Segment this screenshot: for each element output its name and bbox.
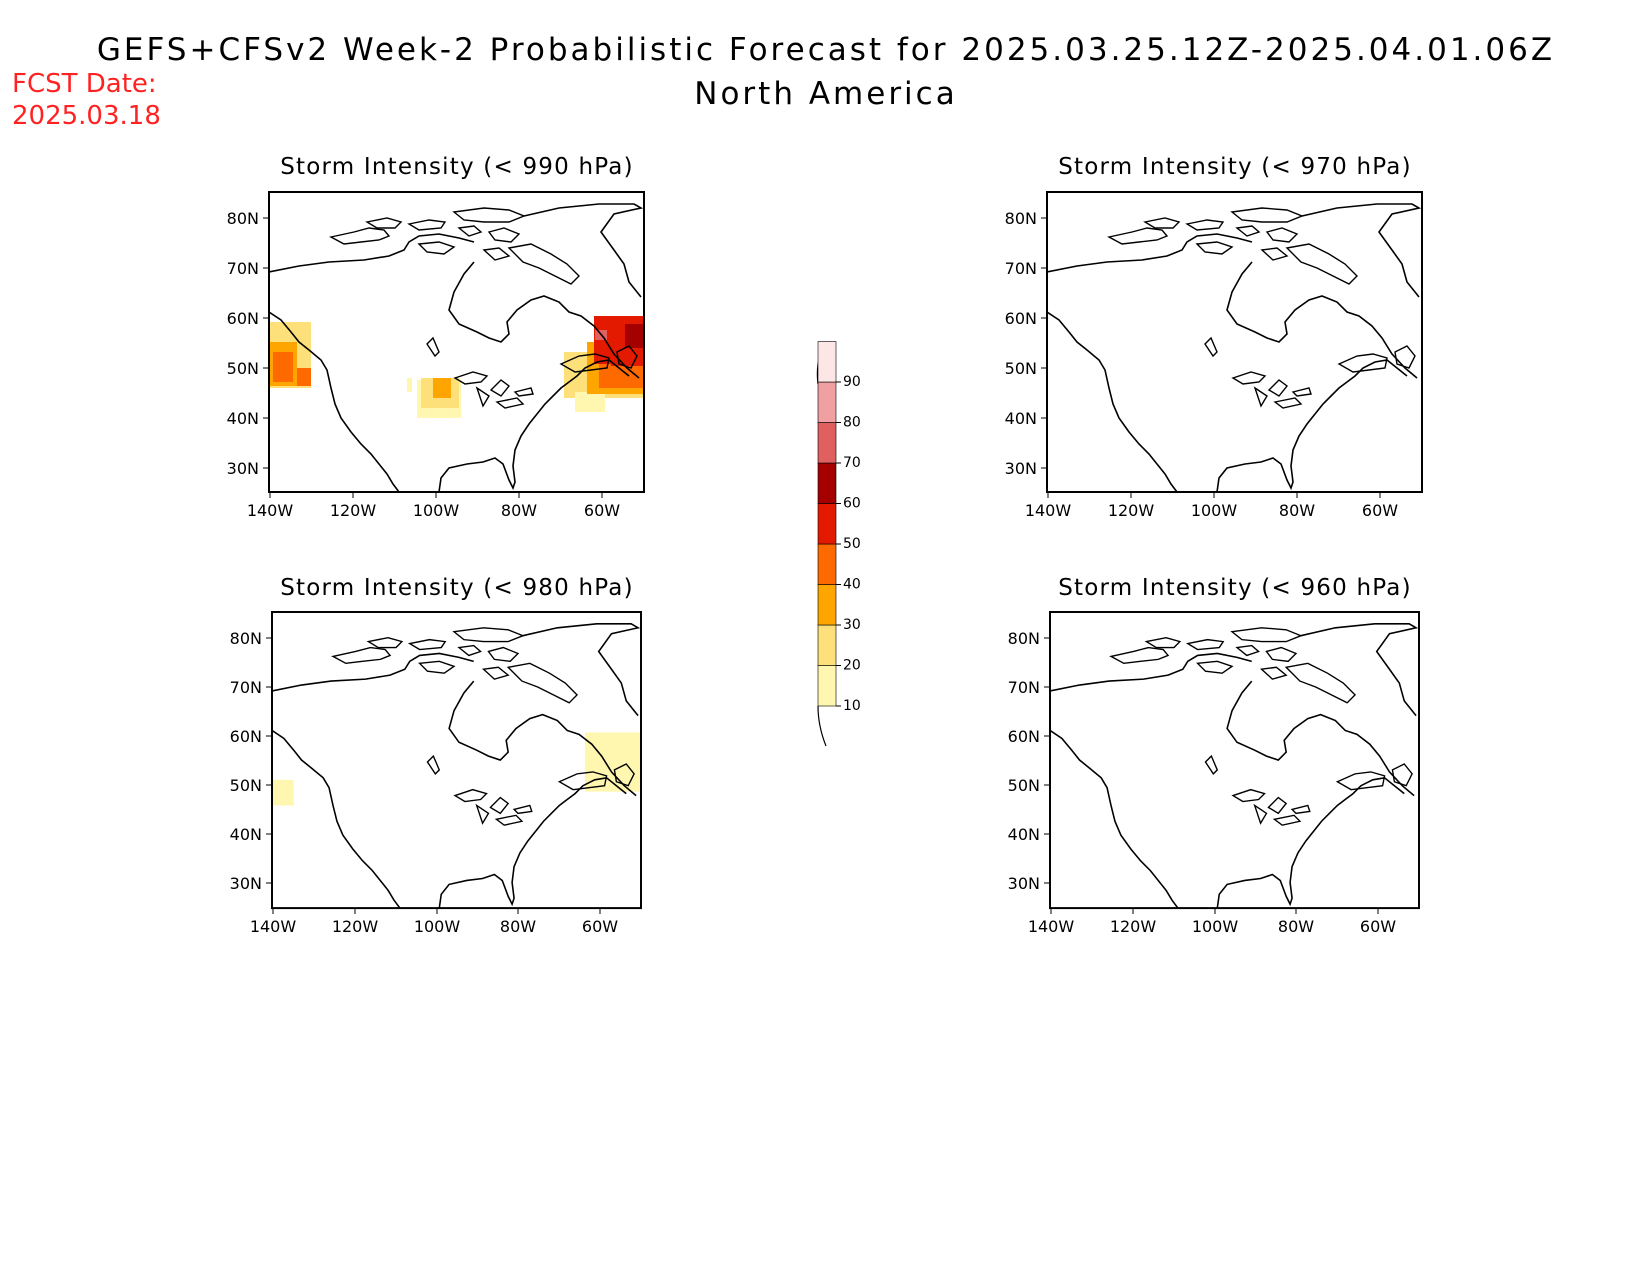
lat-tick: 60N (230, 727, 262, 746)
lat-tick: 40N (227, 409, 259, 428)
lon-ticks-980: 140W 120W 100W 80W 60W (250, 908, 618, 936)
colorbar-label: 70 (843, 455, 861, 471)
map-970 (1046, 191, 1423, 493)
lat-tick: 30N (227, 459, 259, 478)
lon-tick: 120W (330, 501, 377, 520)
lat-tick: 30N (1008, 874, 1040, 893)
lon-tick: 80W (500, 917, 536, 936)
lat-tick: 80N (1005, 209, 1037, 228)
lon-tick: 140W (1028, 917, 1075, 936)
lon-tick: 140W (247, 501, 294, 520)
lat-tick: 50N (1008, 776, 1040, 795)
figure-title: GEFS+CFSv2 Week-2 Probabilistic Forecast… (97, 32, 1555, 68)
lon-tick: 60W (1362, 501, 1398, 520)
lon-tick: 100W (413, 501, 460, 520)
map-960 (1049, 611, 1420, 910)
panel-960: Storm Intensity (< 960 hPa) 80N 70N 60N … (1008, 575, 1420, 936)
colorbar-label: 40 (843, 577, 861, 593)
lat-tick: 60N (227, 309, 259, 328)
probability-shading-980 (272, 732, 641, 806)
colorbar-swatch (817, 665, 837, 707)
colorbar-swatch (817, 341, 837, 383)
panel-980: Storm Intensity (< 980 hPa) 80N 70N 60N … (230, 575, 642, 936)
panel-title-970: Storm Intensity (< 970 hPa) (1058, 154, 1412, 180)
colorbar-label: 20 (843, 658, 861, 674)
colorbar-label: 30 (843, 617, 861, 633)
lat-tick: 70N (227, 259, 259, 278)
lat-tick: 70N (1008, 678, 1040, 697)
colorbar: 10 20 30 40 50 60 70 80 90 (816, 341, 861, 747)
panel-title-960: Storm Intensity (< 960 hPa) (1058, 575, 1412, 601)
lon-tick: 80W (1278, 917, 1314, 936)
lon-tick: 80W (501, 501, 537, 520)
lat-tick: 60N (1005, 309, 1037, 328)
colorbar-label: 80 (843, 415, 861, 431)
colorbar-swatch (817, 462, 837, 504)
lat-tick: 40N (1005, 409, 1037, 428)
lon-tick: 60W (584, 501, 620, 520)
lon-tick: 60W (582, 917, 618, 936)
map-frame-980 (271, 611, 642, 910)
lat-ticks-990: 80N 70N 60N 50N 40N 30N (227, 209, 269, 478)
fcst-date: 2025.03.18 (12, 101, 161, 131)
map-frame-960 (1049, 611, 1420, 910)
map-frame-990 (268, 191, 645, 493)
map-990 (268, 191, 645, 493)
lon-tick: 100W (1192, 917, 1239, 936)
lon-tick: 140W (250, 917, 297, 936)
colorbar-label: 10 (843, 698, 861, 714)
lat-ticks-980: 80N 70N 60N 50N 40N 30N (230, 629, 272, 893)
lon-tick: 100W (1191, 501, 1238, 520)
panel-title-990: Storm Intensity (< 990 hPa) (280, 154, 634, 180)
colorbar-swatch (817, 624, 837, 666)
colorbar-label: 60 (843, 496, 861, 512)
lat-tick: 40N (1008, 825, 1040, 844)
lon-tick: 120W (332, 917, 379, 936)
lon-tick: 80W (1279, 501, 1315, 520)
lon-tick: 120W (1110, 917, 1157, 936)
lat-ticks-960: 80N 70N 60N 50N 40N 30N (1008, 629, 1050, 893)
lat-tick: 70N (1005, 259, 1037, 278)
figure-subtitle: North America (694, 76, 957, 112)
lat-tick: 70N (230, 678, 262, 697)
lat-ticks-970: 80N 70N 60N 50N 40N 30N (1005, 209, 1047, 478)
lon-ticks-990: 140W 120W 100W 80W 60W (247, 492, 620, 520)
colorbar-label: 50 (843, 536, 861, 552)
lat-tick: 80N (230, 629, 262, 648)
lon-tick: 140W (1025, 501, 1072, 520)
panel-990: Storm Intensity (< 990 hPa) (227, 154, 645, 520)
lat-tick: 80N (1008, 629, 1040, 648)
panel-title-980: Storm Intensity (< 980 hPa) (280, 575, 634, 601)
lat-tick: 30N (1005, 459, 1037, 478)
lat-tick: 60N (1008, 727, 1040, 746)
lat-tick: 80N (227, 209, 259, 228)
lon-tick: 120W (1108, 501, 1155, 520)
lon-tick: 100W (414, 917, 461, 936)
map-frame-970 (1046, 191, 1423, 493)
lat-tick: 50N (230, 776, 262, 795)
lon-tick: 60W (1360, 917, 1396, 936)
colorbar-label: 90 (843, 374, 861, 390)
lat-tick: 50N (1005, 359, 1037, 378)
colorbar-swatch (817, 381, 837, 423)
fcst-label: FCST Date: (12, 69, 157, 99)
panel-970: Storm Intensity (< 970 hPa) 80N 70N 60N … (1005, 154, 1423, 520)
colorbar-swatch (817, 543, 837, 585)
lat-tick: 50N (227, 359, 259, 378)
colorbar-swatch (817, 422, 837, 464)
map-980 (271, 611, 642, 910)
lat-tick: 40N (230, 825, 262, 844)
colorbar-bottom-cap (817, 705, 827, 747)
colorbar-swatch (817, 584, 837, 626)
lon-ticks-970: 140W 120W 100W 80W 60W (1025, 492, 1398, 520)
lon-ticks-960: 140W 120W 100W 80W 60W (1028, 908, 1396, 936)
colorbar-swatch (817, 503, 837, 545)
lat-tick: 30N (230, 874, 262, 893)
